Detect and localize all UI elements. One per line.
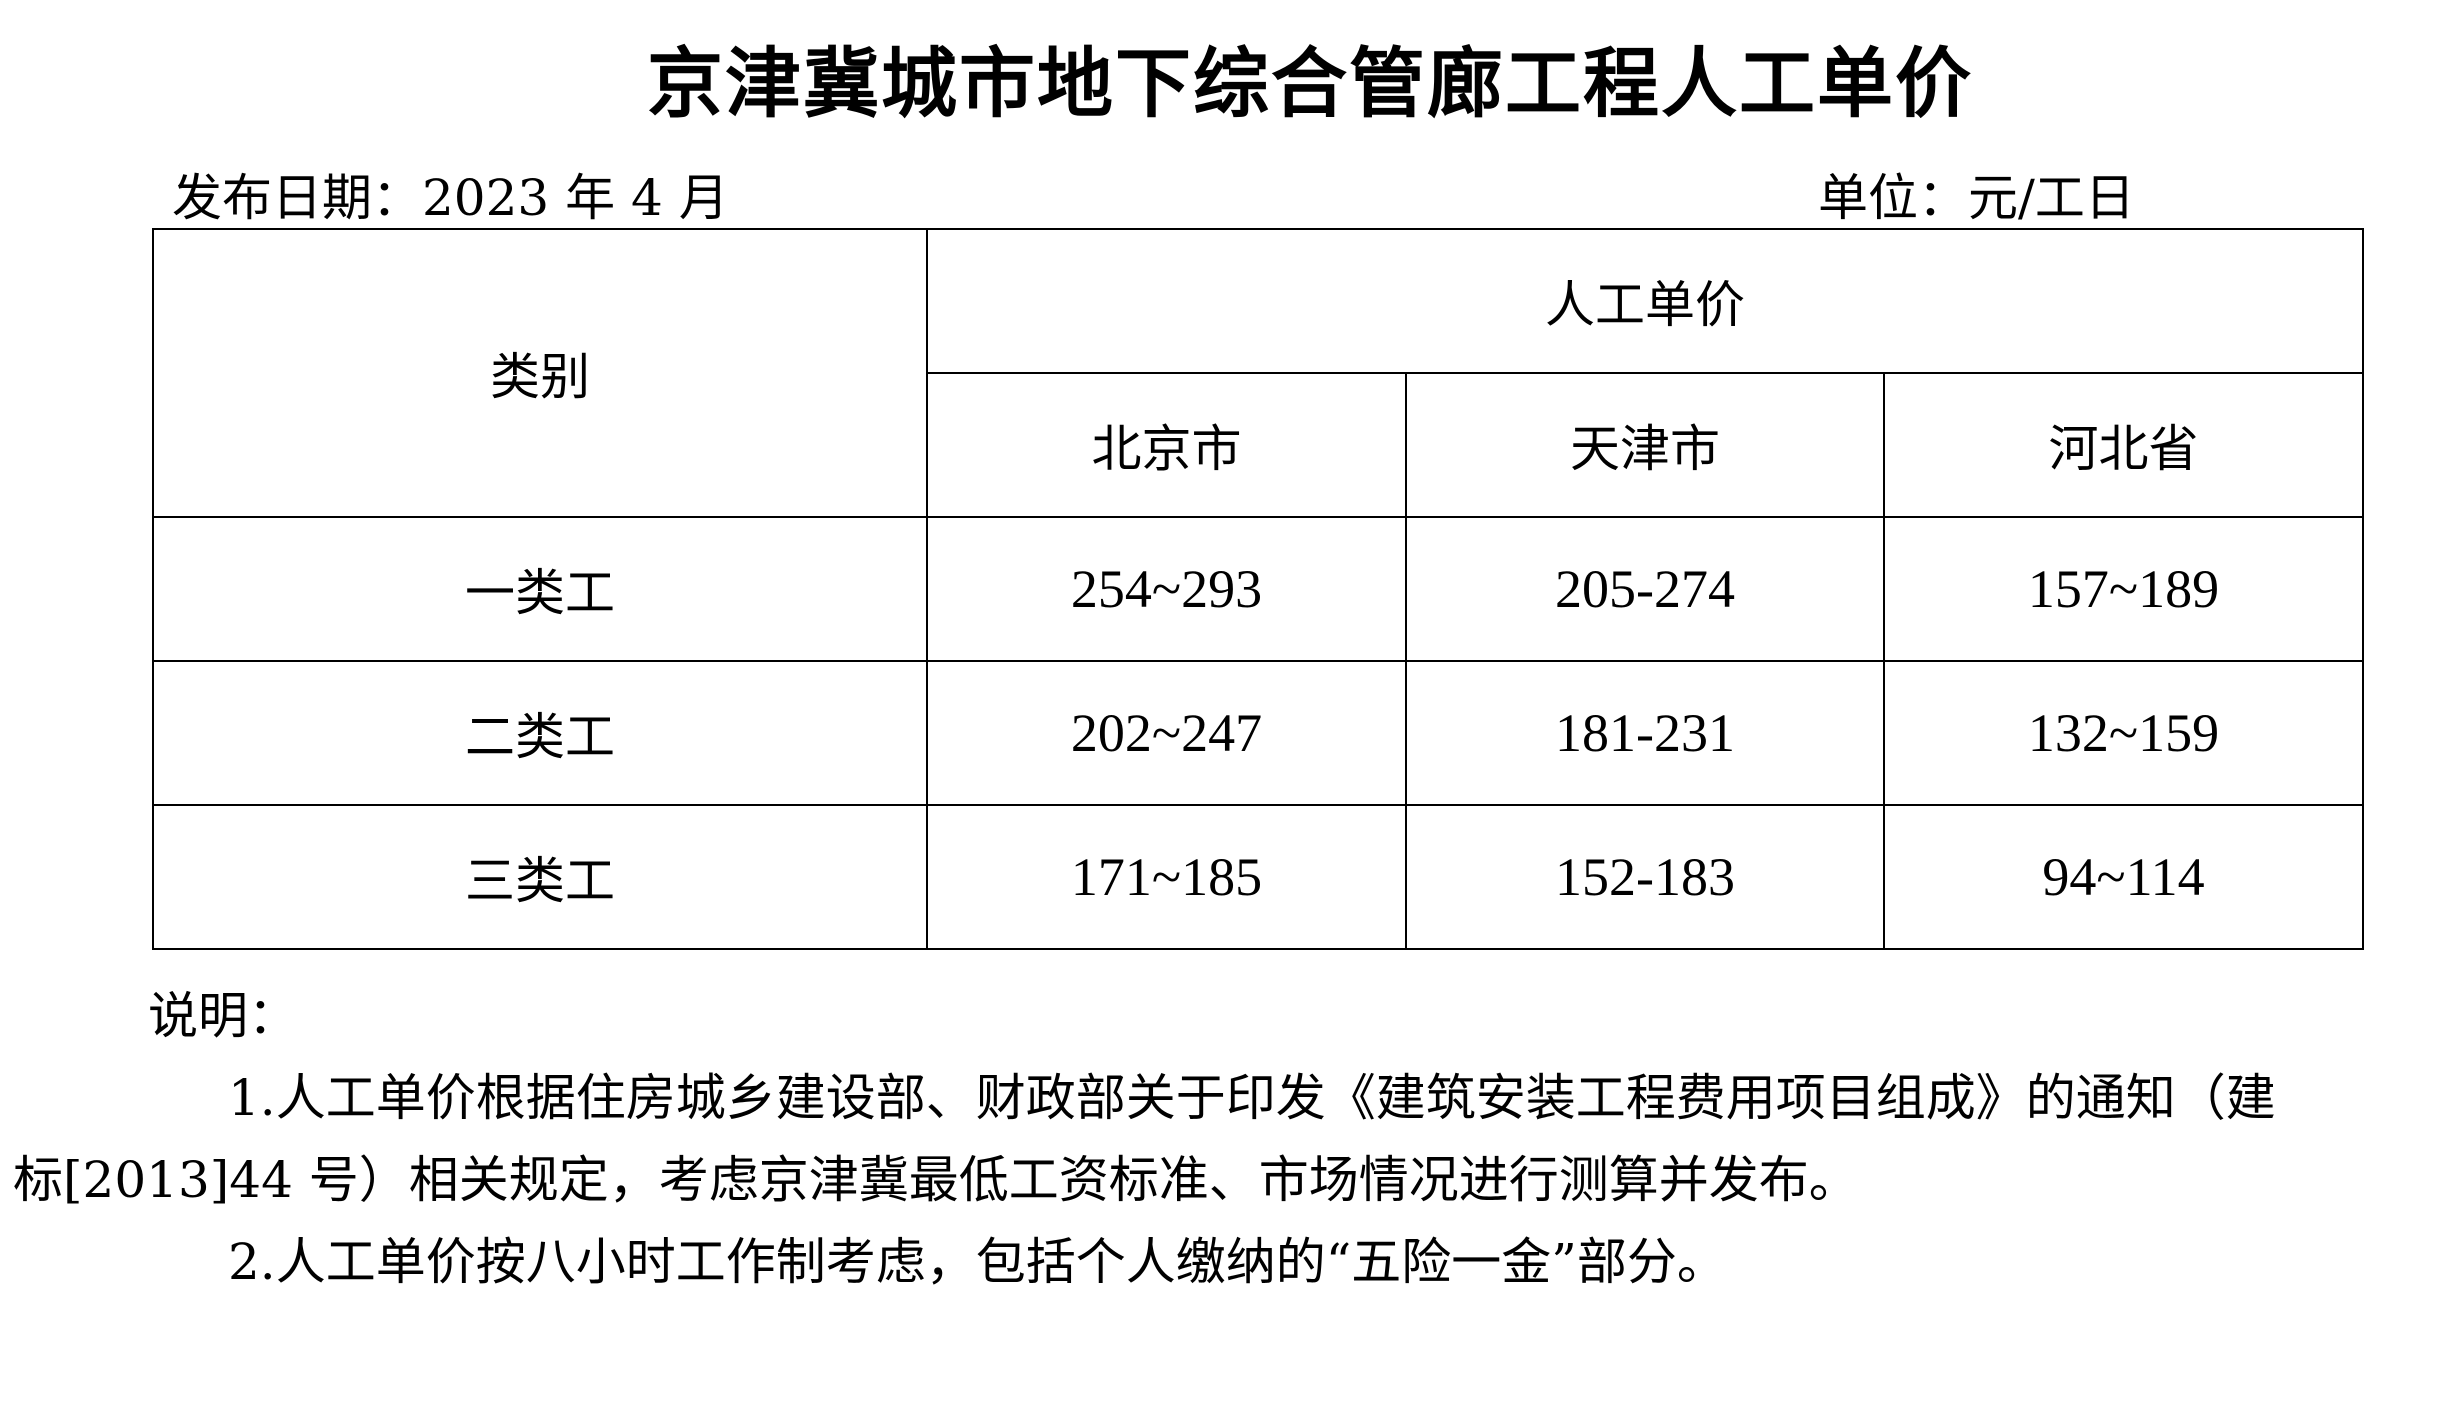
table-row: 二类工 202~247 181-231 132~159 bbox=[152, 660, 2364, 806]
price-cell: 254~293 bbox=[926, 516, 1407, 662]
labor-price-table: 类别 人工单价 北京市 天津市 河北省 一类工 254~293 205-274 … bbox=[152, 228, 2364, 950]
price-cell: 94~114 bbox=[1883, 804, 2364, 950]
document-title: 京津冀城市地下综合管廊工程人工单价 bbox=[647, 39, 1973, 128]
price-cell: 171~185 bbox=[926, 804, 1407, 950]
category-cell: 二类工 bbox=[152, 660, 928, 806]
category-cell: 三类工 bbox=[152, 804, 928, 950]
price-cell: 181-231 bbox=[1405, 660, 1885, 806]
price-cell: 157~189 bbox=[1883, 516, 2364, 662]
publish-date: 发布日期：2023 年 4 月 bbox=[172, 169, 729, 227]
price-cell: 205-274 bbox=[1405, 516, 1885, 662]
notes-label: 说明： bbox=[148, 987, 298, 1045]
category-cell: 一类工 bbox=[152, 516, 928, 662]
price-cell: 132~159 bbox=[1883, 660, 2364, 806]
table-row: 三类工 171~185 152-183 94~114 bbox=[152, 804, 2364, 950]
region-header: 河北省 bbox=[1883, 372, 2364, 518]
note-2: 2.人工单价按八小时工作制考虑，包括个人缴纳的“五险一金”部分。 bbox=[228, 1233, 1727, 1291]
note-1-line-2: 标[2013]44 号）相关规定，考虑京津冀最低工资标准、市场情况进行测算并发布… bbox=[13, 1151, 1859, 1209]
price-cell: 202~247 bbox=[926, 660, 1407, 806]
price-cell: 152-183 bbox=[1405, 804, 1885, 950]
table-row: 一类工 254~293 205-274 157~189 bbox=[152, 516, 2364, 662]
unit-label: 单位：元/工日 bbox=[1818, 169, 2135, 227]
note-1-line-1: 1.人工单价根据住房城乡建设部、财政部关于印发《建筑安装工程费用项目组成》的通知… bbox=[228, 1069, 2276, 1127]
region-header: 北京市 bbox=[926, 372, 1407, 518]
table-header-row: 类别 人工单价 bbox=[152, 228, 2364, 518]
price-header: 人工单价 bbox=[926, 228, 2364, 374]
region-header: 天津市 bbox=[1405, 372, 1885, 518]
category-header: 类别 bbox=[152, 228, 928, 518]
region-header-row: 北京市 天津市 河北省 bbox=[153, 372, 2364, 518]
